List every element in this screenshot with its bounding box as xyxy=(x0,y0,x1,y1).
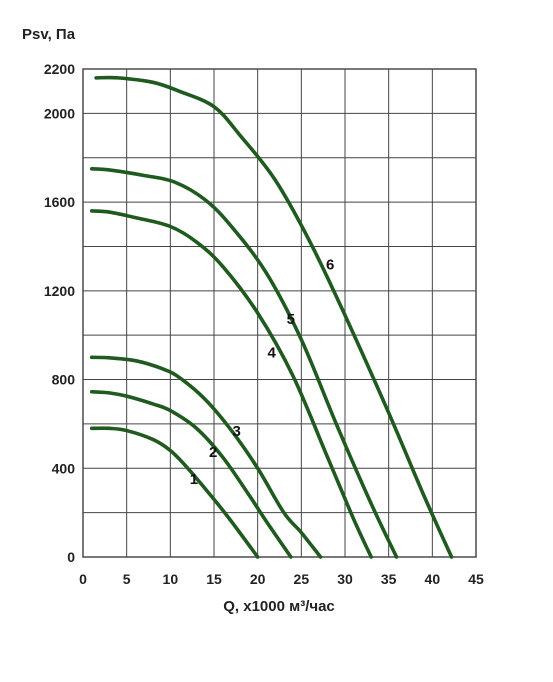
y-tick-label: 400 xyxy=(52,460,76,476)
x-axis-title: Q, х1000 м³/час xyxy=(223,598,335,615)
x-tick-label: 30 xyxy=(337,571,353,587)
curve-1 xyxy=(89,426,260,559)
x-tick-label: 35 xyxy=(381,571,397,587)
y-tick-label: 1200 xyxy=(44,283,75,299)
curve-label-2: 2 xyxy=(209,444,217,461)
curve-label-5: 5 xyxy=(287,311,295,328)
curve-3 xyxy=(89,355,323,559)
curve-label-3: 3 xyxy=(233,423,241,440)
curve-label-1: 1 xyxy=(190,471,198,488)
x-tick-label: 15 xyxy=(206,571,222,587)
curve-6 xyxy=(94,75,454,559)
grid xyxy=(82,68,477,558)
y-tick-label: 800 xyxy=(52,372,76,388)
y-tick-label: 1600 xyxy=(44,194,75,210)
x-tick-label: 20 xyxy=(250,571,266,587)
y-axis-title: Psv, Па xyxy=(22,26,76,43)
x-tick-label: 10 xyxy=(163,571,179,587)
curve-4 xyxy=(89,209,373,559)
curve-label-6: 6 xyxy=(326,257,334,274)
y-tick-label: 0 xyxy=(67,549,75,565)
curve-2 xyxy=(89,389,293,559)
x-tick-label: 40 xyxy=(425,571,441,587)
x-tick-label: 25 xyxy=(294,571,310,587)
curves xyxy=(89,75,454,559)
x-tick-label: 5 xyxy=(123,571,131,587)
curve-5 xyxy=(89,167,399,559)
x-tick-labels: 0 5 10 15 20 25 30 35 40 45 xyxy=(79,571,484,587)
y-tick-label: 2200 xyxy=(44,61,75,77)
x-tick-label: 0 xyxy=(79,571,87,587)
x-tick-label: 45 xyxy=(468,571,484,587)
y-tick-labels: 0 400 800 1200 1600 2000 2200 xyxy=(44,61,75,565)
curve-label-4: 4 xyxy=(267,344,276,361)
curve-labels: 123 45 6 xyxy=(190,257,335,488)
y-tick-label: 2000 xyxy=(44,105,75,121)
